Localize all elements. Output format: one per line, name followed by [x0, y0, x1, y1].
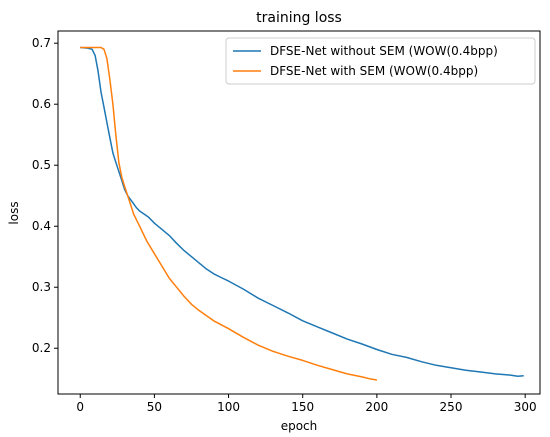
x-tick-label: 250	[440, 400, 463, 414]
legend-box	[225, 37, 536, 85]
y-tick-label: 0.2	[32, 341, 51, 355]
x-axis-label: epoch	[281, 419, 318, 433]
axes: 0 50 100 150 200 250 300 0.2 0.3 0.4 0.5 0.6 0.7	[32, 30, 541, 414]
x-tick-label: 150	[291, 400, 314, 414]
y-tick-label: 0.7	[32, 36, 51, 50]
series-line-2	[80, 46, 378, 381]
x-tick-label: 300	[514, 400, 537, 414]
y-tick-label: 0.3	[32, 280, 51, 294]
y-axis-label: loss	[7, 201, 21, 224]
x-tick-label: 0	[76, 400, 84, 414]
plot-area	[80, 46, 524, 381]
x-tick-label: 200	[365, 400, 388, 414]
chart-title: training loss	[256, 10, 342, 26]
y-tick-label: 0.5	[32, 158, 51, 172]
series-line-1	[80, 46, 524, 378]
legend-label-1: DFSE-Net without SEM (WOW(0.4bpp)	[270, 44, 498, 58]
plot-frame	[57, 30, 541, 395]
legend-label-2: DFSE-Net with SEM (WOW(0.4bpp)	[270, 64, 478, 78]
y-tick-label: 0.6	[32, 97, 51, 111]
legend: DFSE-Net without SEM (WOW(0.4bpp) DFSE-Ne…	[225, 37, 536, 85]
x-tick-label: 50	[147, 400, 162, 414]
y-tick-label: 0.4	[32, 219, 51, 233]
x-tick-label: 100	[217, 400, 240, 414]
